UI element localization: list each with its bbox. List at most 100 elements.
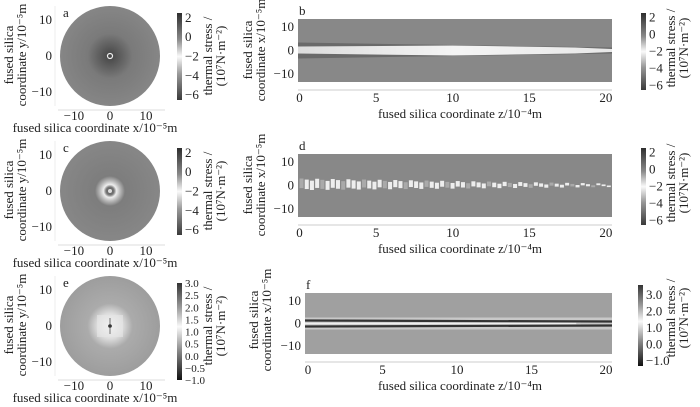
x-tick-label: 15 bbox=[523, 90, 536, 105]
tensile-fragment bbox=[304, 179, 309, 190]
y-axis-label: coordinate y/10⁻⁵m bbox=[14, 139, 29, 242]
colorbar-tick-label: 2 bbox=[649, 9, 656, 24]
tensile-fragment bbox=[393, 180, 398, 188]
tensile-fragment bbox=[481, 183, 486, 189]
tensile-fragment bbox=[434, 182, 439, 189]
y-axis-label: coordinate x/10⁻⁵m bbox=[259, 269, 274, 372]
x-tick-label: 0 bbox=[107, 378, 114, 393]
x-tick-label: 20 bbox=[599, 90, 612, 105]
y-tick-label: 10 bbox=[288, 293, 301, 308]
colorbar-title: thermal stress / bbox=[200, 16, 215, 95]
tensile-fragment bbox=[315, 178, 320, 188]
y-axis-label: coordinate x/10⁻⁵m bbox=[253, 134, 268, 237]
colorbar-title: thermal stress / bbox=[663, 143, 678, 222]
tensile-fragment bbox=[466, 183, 471, 189]
colorbar-tick-label: −4 bbox=[649, 61, 663, 76]
y-tick-label: 10 bbox=[39, 12, 52, 27]
tensile-fragment bbox=[606, 185, 611, 188]
tensile-fragment bbox=[502, 181, 507, 187]
y-axis-label: fused silica bbox=[1, 160, 16, 219]
tensile-fragment bbox=[309, 180, 314, 190]
x-axis-label: fused silica coordinate x/10⁻⁵m bbox=[13, 120, 178, 135]
center-dot bbox=[108, 189, 112, 193]
y-axis-label: fused silica bbox=[240, 155, 255, 214]
tensile-fragment bbox=[544, 184, 549, 188]
x-tick-label: 0 bbox=[107, 108, 114, 123]
colorbar-title: thermal stress / bbox=[200, 286, 215, 365]
colorbar-title: (10⁷N·m⁻²) bbox=[676, 18, 691, 79]
tensile-fragment bbox=[554, 183, 559, 187]
colorbar-tick-label: −2 bbox=[649, 179, 663, 194]
x-tick-label: 0 bbox=[107, 243, 114, 258]
colorbar-tick-label: −6 bbox=[185, 87, 199, 102]
colorbar bbox=[641, 13, 646, 90]
colorbar-title: thermal stress / bbox=[200, 151, 215, 230]
colorbar-tick-label: 2.0 bbox=[185, 302, 199, 314]
tensile-fragment bbox=[539, 183, 544, 187]
panel-label: f bbox=[306, 277, 311, 292]
x-tick-label: 5 bbox=[373, 90, 380, 105]
colorbar-title: (10⁷N·m⁻²) bbox=[676, 288, 691, 349]
x-tick-label: 10 bbox=[140, 378, 153, 393]
y-tick-label: −10 bbox=[274, 201, 294, 216]
compressive-line-lower bbox=[304, 324, 613, 328]
tensile-fragment bbox=[471, 181, 476, 187]
tensile-fragment bbox=[450, 182, 455, 189]
tensile-fragment bbox=[408, 180, 413, 188]
y-tick-label: 10 bbox=[39, 147, 52, 162]
colorbar-tick-label: 3.0 bbox=[646, 287, 662, 302]
colorbar-tick-label: 0 bbox=[649, 161, 656, 176]
tensile-fragment bbox=[362, 179, 367, 188]
colorbar-tick-label: 1.5 bbox=[185, 314, 199, 326]
panel-label: d bbox=[299, 138, 306, 153]
x-tick-label: 20 bbox=[599, 225, 612, 240]
x-axis-label: fused silica coordinate z/10⁻⁴m bbox=[378, 106, 542, 121]
x-tick-label: 15 bbox=[523, 225, 536, 240]
colorbar-tick-label: 0 bbox=[185, 29, 192, 44]
colorbar-title: (10⁷N·m⁻²) bbox=[213, 296, 228, 357]
y-axis-label: fused silica bbox=[1, 295, 16, 354]
colorbar-title: thermal stress / bbox=[663, 278, 678, 357]
tensile-fragment bbox=[299, 178, 304, 189]
tensile-fragment bbox=[455, 181, 460, 187]
y-tick-label: 0 bbox=[46, 318, 53, 333]
tensile-fragment bbox=[523, 183, 528, 187]
x-tick-label: 20 bbox=[600, 362, 613, 377]
y-tick-label: −10 bbox=[32, 84, 52, 99]
tensile-fragment bbox=[476, 182, 481, 188]
x-tick-label: 0 bbox=[296, 225, 303, 240]
x-tick-label: −10 bbox=[64, 378, 84, 393]
x-tick-label: 10 bbox=[140, 108, 153, 123]
colorbar-title: (10⁷N·m⁻²) bbox=[213, 26, 228, 87]
tensile-fragment bbox=[575, 185, 580, 188]
tensile-fragment bbox=[559, 184, 564, 188]
tensile-fragment bbox=[382, 180, 387, 189]
y-tick-label: 10 bbox=[281, 154, 294, 169]
tensile-fragment bbox=[492, 182, 497, 188]
colorbar-tick-label: 2 bbox=[185, 10, 192, 25]
x-tick-label: 5 bbox=[379, 362, 386, 377]
tensile-fragment bbox=[528, 184, 533, 188]
y-tick-label: −10 bbox=[32, 219, 52, 234]
tensile-fragment bbox=[591, 185, 596, 188]
tensile-fragment bbox=[549, 182, 554, 186]
colorbar-tick-label: 0 bbox=[185, 164, 192, 179]
tensile-fragment bbox=[440, 180, 445, 187]
colorbar-tick-label: −4 bbox=[185, 203, 199, 218]
tensile-fragment bbox=[601, 184, 606, 187]
tensile-fragment bbox=[533, 182, 538, 186]
tensile-fragment bbox=[356, 181, 361, 190]
x-tick-label: 10 bbox=[446, 225, 459, 240]
y-axis-label: fused silica bbox=[1, 25, 16, 84]
panel-label: a bbox=[63, 5, 69, 20]
x-tick-label: 0 bbox=[305, 362, 312, 377]
compressive-line-upper bbox=[304, 319, 613, 323]
colorbar-tick-label: 2 bbox=[649, 144, 656, 159]
tensile-fragment bbox=[320, 179, 325, 189]
x-tick-label: 0 bbox=[296, 90, 303, 105]
x-axis-label: fused silica coordinate z/10⁻⁴m bbox=[378, 241, 542, 256]
